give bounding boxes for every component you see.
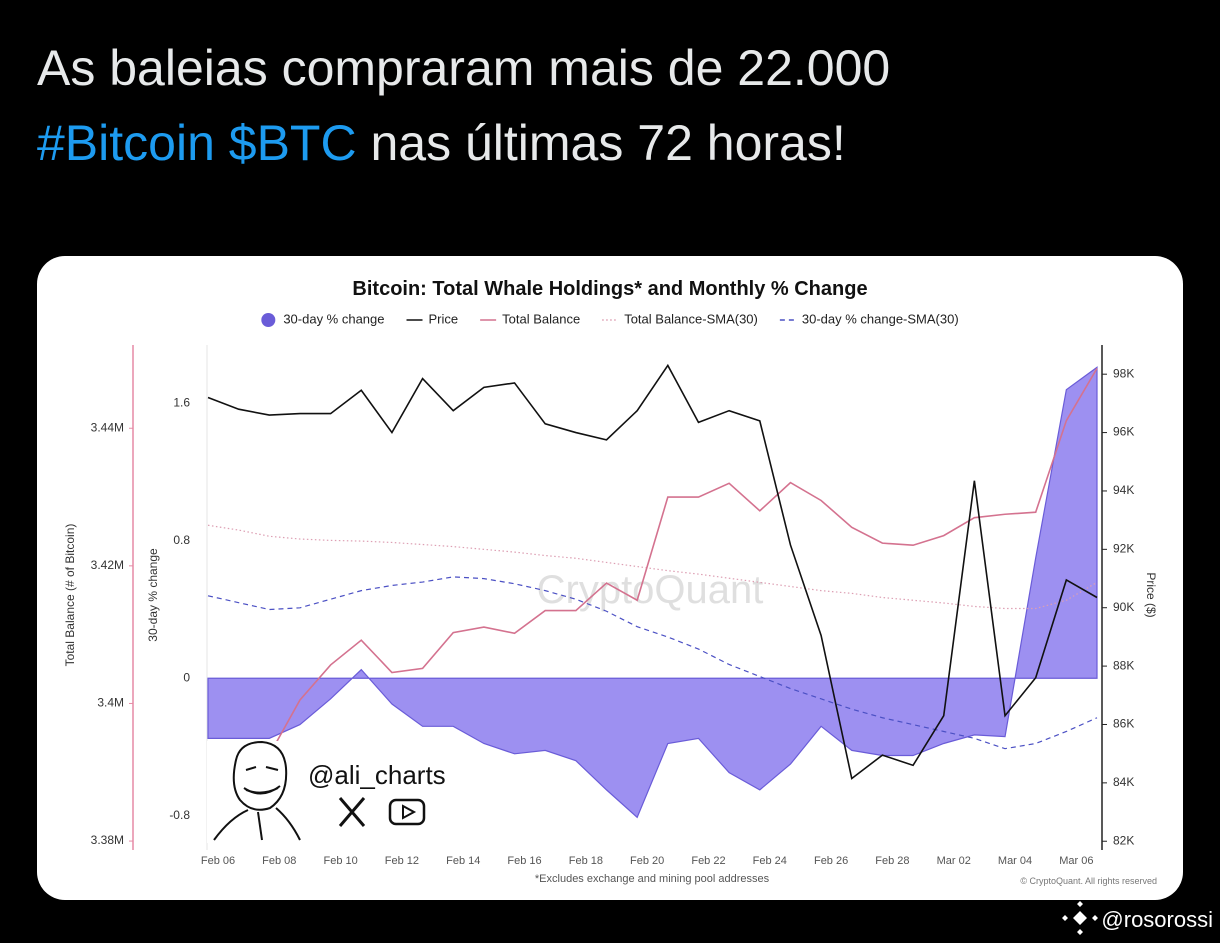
legend: 30-day % change Price Total Balance Total B… — [261, 311, 959, 327]
line — [207, 363, 1098, 780]
x-tick-label: Feb 06 — [201, 855, 235, 867]
y2-tick-label: 98K — [1113, 366, 1134, 380]
footer: @rosorossi — [1062, 901, 1213, 935]
x-tick-label: Mar 02 — [937, 855, 971, 867]
x-logo — [338, 797, 366, 827]
line — [207, 524, 1098, 610]
author-badge: @ali_charts — [207, 740, 446, 843]
footer-handle[interactable]: @rosorossi — [1101, 907, 1213, 932]
line — [207, 367, 1098, 794]
x-tick-label: Feb 22 — [691, 855, 725, 867]
chart: Bitcoin: Total Whale Holdings* and Month… — [63, 278, 1158, 886]
y-axis-label: Total Balance (# of Bitcoin) — [63, 524, 77, 667]
y-tick-label: 3.4M — [97, 696, 124, 710]
legend-label: Total Balance-SMA(30) — [624, 311, 758, 326]
y2-tick-label: 84K — [1113, 775, 1134, 789]
y2-tick-label: 90K — [1113, 600, 1134, 614]
area — [207, 366, 1098, 819]
y2-tick-label: 94K — [1113, 483, 1134, 497]
x-tick-label: Feb 08 — [262, 855, 296, 867]
binance-icon — [1062, 901, 1098, 935]
avatar — [213, 740, 301, 841]
y3-tick-label: -0.8 — [169, 808, 190, 822]
x-tick-label: Feb 28 — [875, 855, 909, 867]
y2-tick-label: 92K — [1113, 542, 1134, 556]
x-tick-label: Feb 16 — [507, 855, 541, 867]
watermark: CryptoQuant — [537, 568, 764, 612]
y3-tick-label: 1.6 — [173, 396, 190, 410]
x-tick-label: Feb 18 — [569, 855, 603, 867]
y2-tick-label: 86K — [1113, 717, 1134, 731]
x-tick-label: Mar 04 — [998, 855, 1032, 867]
y-tick-label: 3.44M — [91, 420, 124, 434]
chart-title: Bitcoin: Total Whale Holdings* and Month… — [352, 278, 867, 300]
y3-tick-label: 0.8 — [173, 533, 190, 547]
y-tick-label: 3.42M — [91, 558, 124, 572]
y2-tick-label: 96K — [1113, 425, 1134, 439]
x-tick-label: Feb 14 — [446, 855, 480, 867]
y2-tick-label: 88K — [1113, 658, 1134, 672]
x-tick-label: Feb 26 — [814, 855, 848, 867]
youtube-logo — [388, 798, 426, 826]
tweet-text: nas últimas 72 horas! — [357, 115, 846, 171]
x-tick-label: Feb 12 — [385, 855, 419, 867]
y-tick-label: 3.38M — [91, 833, 124, 847]
y3-tick-label: 0 — [183, 670, 190, 684]
hashtags[interactable]: #Bitcoin $BTC — [37, 115, 357, 171]
x-tick-label: Mar 06 — [1059, 855, 1093, 867]
legend-label: 30-day % change-SMA(30) — [802, 311, 959, 326]
author-handle: @ali_charts — [308, 760, 446, 790]
tweet-line: As baleias compraram mais de 22.000 — [37, 40, 890, 96]
tweet-line: #Bitcoin $BTC nas últimas 72 horas! — [37, 115, 846, 171]
y2-axis-label: Price ($) — [1144, 572, 1158, 617]
x-tick-label: Feb 10 — [323, 855, 357, 867]
legend-label: 30-day % change — [283, 311, 384, 326]
legend-label: Price — [429, 311, 459, 326]
legend-marker — [261, 313, 276, 327]
legend-label: Total Balance — [502, 311, 580, 326]
copyright: © CryptoQuant. All rights reserved — [1020, 876, 1157, 886]
x-tick-label: Feb 20 — [630, 855, 664, 867]
y3-axis-label: 30-day % change — [146, 548, 160, 642]
x-tick-label: Feb 24 — [753, 855, 787, 867]
footnote: *Excludes exchange and mining pool addre… — [535, 873, 770, 885]
youtube-play — [402, 804, 417, 820]
y2-tick-label: 82K — [1113, 833, 1134, 847]
